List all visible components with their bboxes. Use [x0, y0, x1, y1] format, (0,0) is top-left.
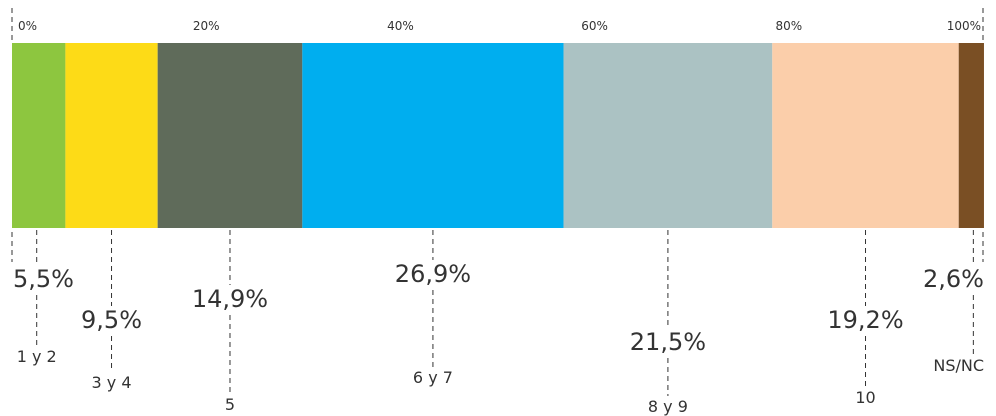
tick-label: 40%	[387, 19, 414, 33]
bar-segment	[563, 43, 773, 228]
category-label: 10	[855, 388, 875, 407]
tick-label: 0%	[18, 19, 37, 33]
category-label: 5	[225, 395, 235, 414]
category-label: 8 y 9	[648, 397, 688, 416]
bar-segments	[12, 43, 984, 228]
value-label: 2,6%	[923, 265, 984, 293]
value-label: 21,5%	[630, 328, 706, 356]
bar-segment	[302, 43, 564, 228]
bar-segment	[772, 43, 959, 228]
value-label: 5,5%	[13, 265, 74, 293]
tick-label: 60%	[581, 19, 608, 33]
category-label: 3 y 4	[92, 373, 132, 392]
category-label: 6 y 7	[413, 368, 453, 387]
segment-labels: 5,5% 1 y 2 9,5% 3 y 4 14,9% 5 26,9% 6 y 7 21,5% 8…	[13, 230, 984, 416]
bar-segment	[958, 43, 984, 228]
category-label: 1 y 2	[17, 347, 57, 366]
bar-segment	[12, 43, 66, 228]
axis-ticks: 0% 20% 40% 60% 80% 100%	[18, 19, 981, 33]
value-label: 9,5%	[81, 306, 142, 334]
value-label: 14,9%	[192, 285, 268, 313]
value-label: 19,2%	[827, 306, 903, 334]
category-label: NS/NC	[933, 356, 984, 375]
tick-label: 80%	[775, 19, 802, 33]
bar-segment	[157, 43, 303, 228]
tick-label: 100%	[947, 19, 981, 33]
value-label: 26,9%	[395, 260, 471, 288]
edge-guides	[11, 8, 984, 262]
bar-segment	[65, 43, 158, 228]
tick-label: 20%	[193, 19, 220, 33]
